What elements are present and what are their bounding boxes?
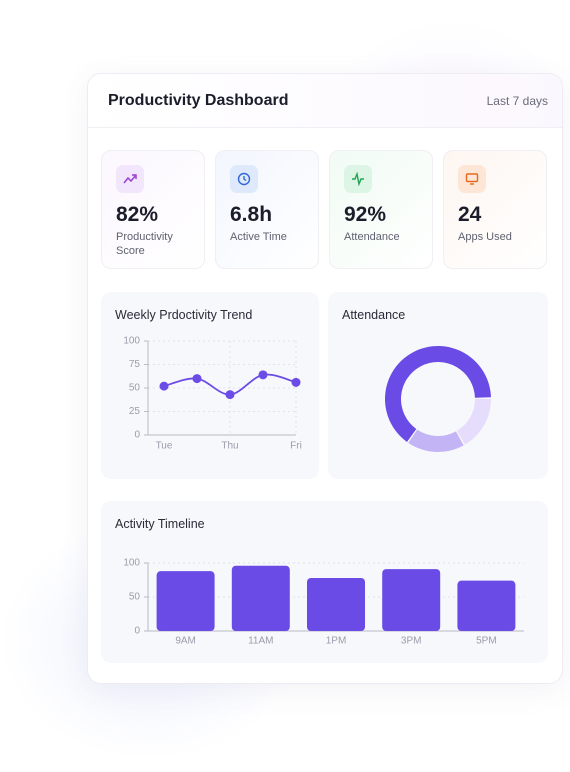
y-tick-label: 0 [134, 430, 140, 441]
bar [156, 571, 215, 631]
icon [116, 165, 144, 193]
y-tick-label: 25 [129, 406, 141, 417]
chart-title: Activity Timeline [115, 517, 205, 531]
data-point [192, 374, 202, 384]
x-tick-label: 3PM [401, 636, 422, 647]
data-point [159, 381, 169, 391]
y-tick-label: 100 [123, 558, 140, 569]
bar-panel: 0 50 100 9AM 11AM 1PM 3PM 5PM Activity Timeline [101, 501, 548, 663]
stat-card: 92% Attendance [329, 150, 433, 269]
bar [457, 580, 516, 631]
stat-value: 92% [344, 203, 387, 226]
pie-panel: Attendance [328, 292, 548, 479]
y-tick-label: 50 [129, 592, 141, 603]
data-point [258, 370, 268, 380]
header: Productivity Dashboard Last 7 days [88, 74, 562, 128]
chart-title: Weekly Prdoctivity Trend [115, 308, 253, 322]
bar [307, 577, 365, 631]
line-panel: Tue Thu Fri 0 25 50 75 100 Weekly Prdoctivity T… [101, 292, 319, 479]
bar [231, 565, 290, 631]
x-tick-label: Tue [156, 441, 173, 452]
stat-value: 6.8h [230, 203, 273, 226]
y-tick-label: 100 [123, 336, 140, 347]
icon [344, 165, 372, 193]
stat-value: 82% [116, 203, 159, 226]
stat-card: 6.8h Active Time [215, 150, 319, 269]
data-point [225, 390, 235, 400]
y-tick-label: 50 [129, 383, 141, 394]
stat-label: Apps Used [458, 231, 512, 243]
dashboard-card: Productivity Dashboard Last 7 days 82% P… [87, 73, 563, 684]
x-tick-label: 9AM [175, 636, 196, 647]
y-tick-label: 0 [134, 626, 140, 637]
line-chart: Tue Thu Fri 0 25 50 75 100 [123, 336, 302, 452]
donut-chart [385, 346, 491, 452]
pie-segment [456, 398, 491, 445]
stat-card: 24 Apps Used [443, 150, 547, 269]
x-tick-label: Thu [221, 441, 238, 452]
x-tick-label: Fri [290, 441, 302, 452]
data-point [291, 377, 301, 387]
stat-value: 24 [458, 203, 482, 226]
title: Productivity Dashboard [108, 92, 289, 109]
pie-segment [408, 429, 464, 452]
icon [458, 165, 486, 193]
pie-segment [385, 346, 491, 442]
icon [230, 165, 258, 193]
stat-label: Active Time [230, 231, 287, 243]
bar [382, 569, 441, 631]
stat-label: Attendance [344, 231, 400, 243]
stat-card: 82% Productivity Score [101, 150, 205, 269]
stat-label: Productivity Score [116, 231, 173, 257]
chart-title: Attendance [342, 308, 406, 322]
y-tick-label: 75 [129, 359, 141, 370]
x-tick-label: 11AM [248, 636, 273, 647]
bar-chart: 0 50 100 9AM 11AM 1PM 3PM 5PM [123, 558, 524, 647]
x-tick-label: 5PM [476, 636, 497, 647]
date-range[interactable]: Last 7 days [486, 94, 548, 108]
x-tick-label: 1PM [326, 636, 347, 647]
